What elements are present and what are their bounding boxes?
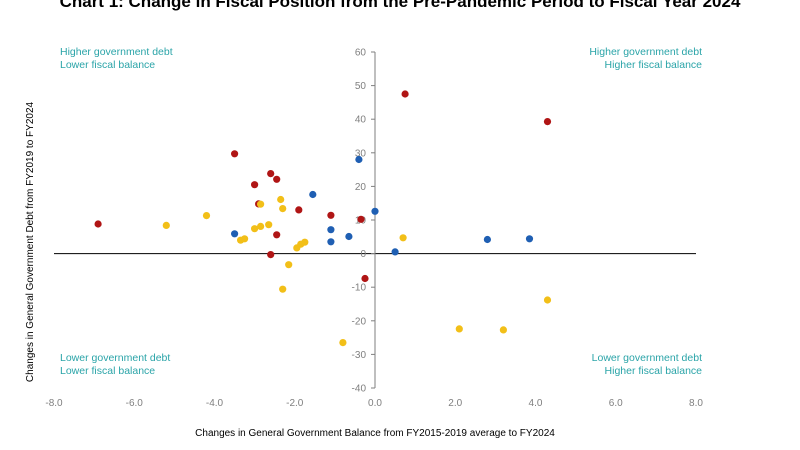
data-point-red bbox=[273, 231, 281, 239]
data-point-red bbox=[295, 206, 303, 214]
y-tick-label: 0 bbox=[360, 249, 366, 260]
data-point-yellow bbox=[499, 326, 507, 334]
data-point-yellow bbox=[543, 296, 552, 304]
data-points bbox=[94, 90, 552, 347]
data-point-yellow bbox=[399, 234, 407, 242]
data-point-red bbox=[94, 220, 102, 228]
data-point-blue bbox=[525, 235, 534, 243]
data-point-yellow bbox=[277, 195, 285, 204]
data-point-yellow bbox=[279, 285, 287, 293]
data-point-blue bbox=[371, 207, 379, 215]
data-point-blue bbox=[231, 230, 239, 238]
quadrant-bottom-right-line1: Lower government debt bbox=[592, 352, 702, 364]
data-point-red bbox=[543, 118, 552, 126]
quadrant-bottom-right-line2: Higher fiscal balance bbox=[605, 365, 703, 377]
data-point-red bbox=[267, 170, 275, 178]
data-point-yellow bbox=[162, 221, 170, 229]
x-tick-label: -2.0 bbox=[286, 398, 304, 409]
data-point-red bbox=[267, 251, 275, 259]
data-point-yellow bbox=[455, 325, 463, 333]
x-tick-label: 8.0 bbox=[689, 398, 703, 409]
data-point-yellow bbox=[257, 222, 265, 230]
quadrant-bottom-left-line1: Lower government debt bbox=[60, 352, 170, 364]
x-tick-label: -4.0 bbox=[206, 398, 224, 409]
data-point-red bbox=[361, 274, 369, 283]
quadrant-top-right-line2: Higher fiscal balance bbox=[605, 59, 703, 71]
data-point-blue bbox=[391, 248, 399, 256]
y-tick-label: 50 bbox=[355, 81, 367, 92]
y-tick-label: 30 bbox=[355, 148, 367, 159]
x-tick-label: 6.0 bbox=[609, 398, 623, 409]
data-point-yellow bbox=[241, 235, 249, 243]
data-point-red bbox=[357, 215, 365, 223]
data-point-blue bbox=[345, 232, 353, 241]
chart-title: Chart 1: Change in Fiscal Position from … bbox=[60, 0, 741, 11]
data-point-red bbox=[231, 150, 239, 158]
x-tick-label: 0.0 bbox=[368, 398, 382, 409]
x-tick-label: -8.0 bbox=[45, 398, 63, 409]
quadrant-top-right-line1: Higher government debt bbox=[589, 46, 702, 58]
quadrant-bottom-left-line2: Lower fiscal balance bbox=[60, 365, 155, 377]
y-tick-label: -40 bbox=[352, 384, 367, 395]
data-point-yellow bbox=[339, 339, 347, 347]
data-point-red bbox=[327, 211, 335, 219]
x-tick-label: -6.0 bbox=[126, 398, 144, 409]
y-tick-label: -20 bbox=[352, 316, 367, 327]
data-point-blue bbox=[355, 155, 363, 164]
data-point-red bbox=[251, 181, 259, 189]
data-point-blue bbox=[483, 235, 491, 244]
quadrant-labels: Higher government debt Lower fiscal bala… bbox=[60, 46, 702, 377]
data-point-red bbox=[401, 90, 409, 98]
data-point-yellow bbox=[257, 200, 265, 208]
y-tick-label: 20 bbox=[355, 182, 367, 193]
data-point-blue bbox=[327, 238, 335, 246]
x-tick-label: 2.0 bbox=[448, 398, 462, 409]
data-point-yellow bbox=[251, 225, 259, 233]
data-point-yellow bbox=[202, 212, 211, 220]
data-point-yellow bbox=[301, 238, 309, 246]
data-point-blue bbox=[327, 226, 335, 234]
y-tick-label: -10 bbox=[352, 283, 367, 294]
quadrant-top-left-line2: Lower fiscal balance bbox=[60, 59, 155, 71]
x-axis-label: Changes in General Government Balance fr… bbox=[195, 428, 555, 439]
data-point-yellow bbox=[285, 261, 293, 269]
y-axis-label: Changes in General Government Debt from … bbox=[25, 101, 36, 382]
x-tick-label: 4.0 bbox=[529, 398, 543, 409]
data-point-yellow bbox=[265, 221, 273, 229]
y-tick-label: 40 bbox=[355, 115, 367, 126]
data-point-blue bbox=[309, 190, 317, 199]
data-point-red bbox=[273, 175, 281, 183]
data-point-yellow bbox=[279, 205, 287, 213]
y-tick-label: -30 bbox=[352, 350, 367, 361]
y-tick-label: 60 bbox=[355, 48, 367, 59]
quadrant-top-left-line1: Higher government debt bbox=[60, 46, 173, 58]
